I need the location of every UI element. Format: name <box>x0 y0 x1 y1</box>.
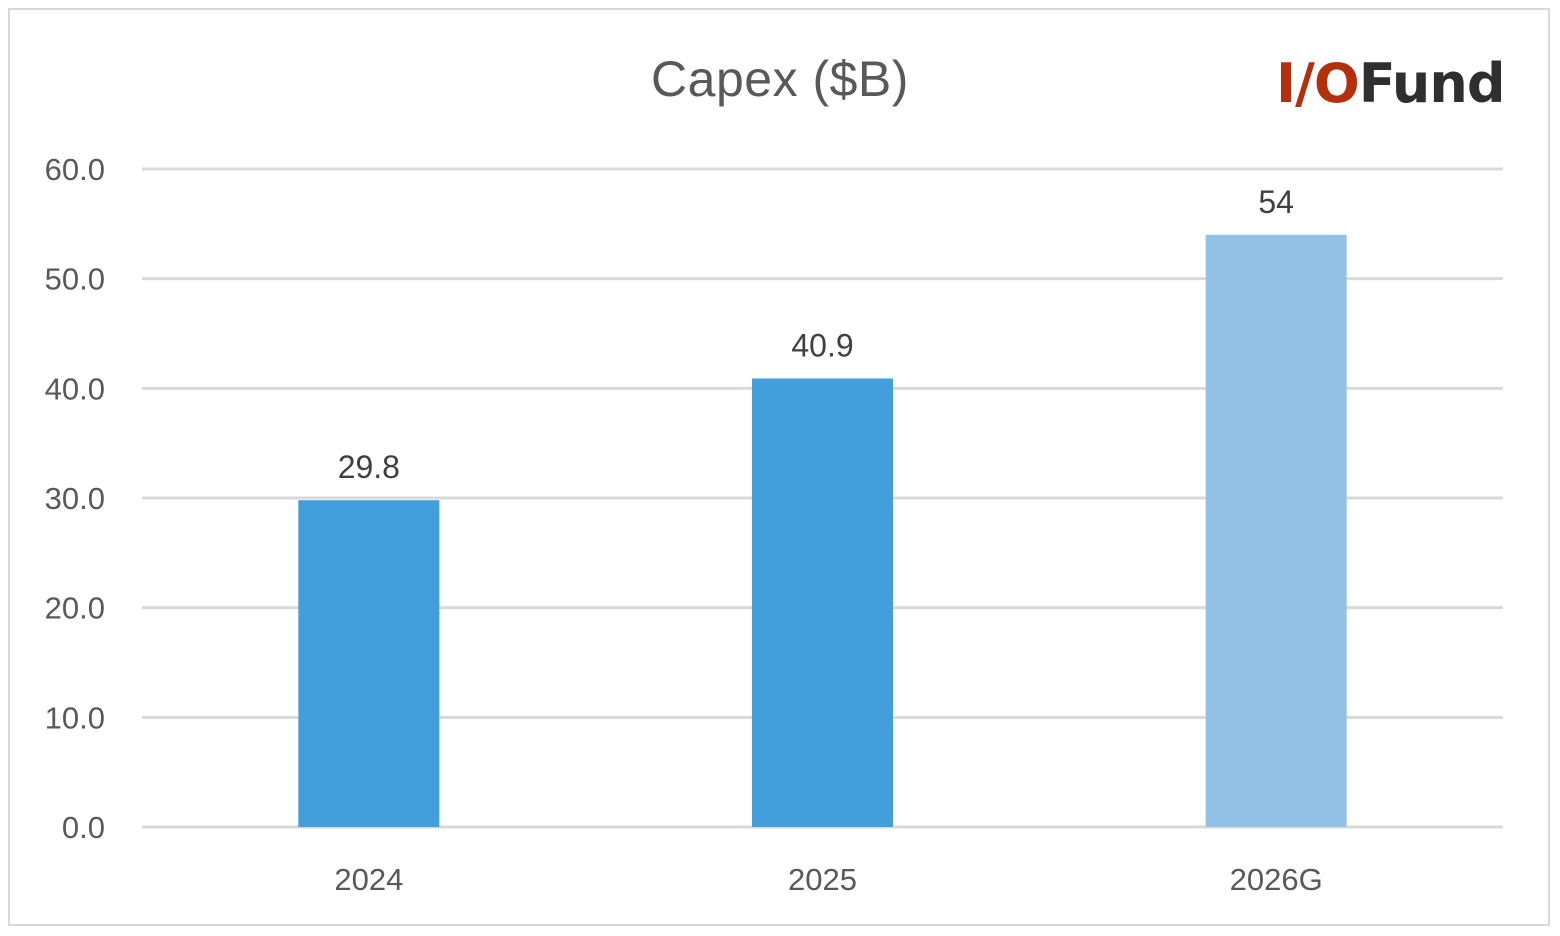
y-tick-label: 40.0 <box>45 371 105 406</box>
chart-title: Capex ($B) <box>651 51 909 107</box>
bar-2024 <box>298 500 440 827</box>
x-axis-ticks: 2024 2025 2026G <box>334 862 1322 897</box>
logo-io-text: I/O <box>1276 52 1360 115</box>
y-tick-label: 10.0 <box>45 700 105 735</box>
y-axis-ticks: 0.0 10.0 20.0 30.0 40.0 50.0 60.0 <box>45 152 105 845</box>
logo-fund-text: Fund <box>1358 52 1506 115</box>
data-label: 40.9 <box>791 327 853 363</box>
data-labels: 29.8 40.9 54 <box>338 184 1294 485</box>
y-tick-label: 20.0 <box>45 591 105 626</box>
y-tick-label: 50.0 <box>45 262 105 297</box>
bar-2025 <box>752 378 893 827</box>
data-label: 29.8 <box>338 449 400 485</box>
data-label: 54 <box>1258 184 1294 220</box>
x-tick-label: 2025 <box>788 862 857 897</box>
y-tick-label: 60.0 <box>45 152 105 187</box>
bars <box>298 234 1347 828</box>
io-fund-logo: I/OFund <box>1276 52 1506 115</box>
bar-2026G <box>1205 234 1347 828</box>
x-tick-label: 2024 <box>334 862 403 897</box>
y-tick-label: 0.0 <box>62 810 105 845</box>
x-tick-label: 2026G <box>1230 862 1323 897</box>
y-tick-label: 30.0 <box>45 481 105 516</box>
